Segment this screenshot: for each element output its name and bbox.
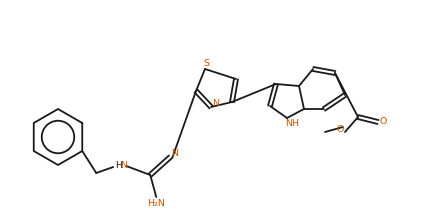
Text: O: O xyxy=(337,125,344,133)
Text: S: S xyxy=(203,59,209,67)
Text: N: N xyxy=(120,161,127,169)
Text: NH: NH xyxy=(285,118,299,128)
Text: N: N xyxy=(171,150,178,158)
Text: N: N xyxy=(213,99,219,107)
Text: H: H xyxy=(115,161,122,169)
Text: O: O xyxy=(379,117,387,125)
Text: H₂N: H₂N xyxy=(147,199,165,209)
